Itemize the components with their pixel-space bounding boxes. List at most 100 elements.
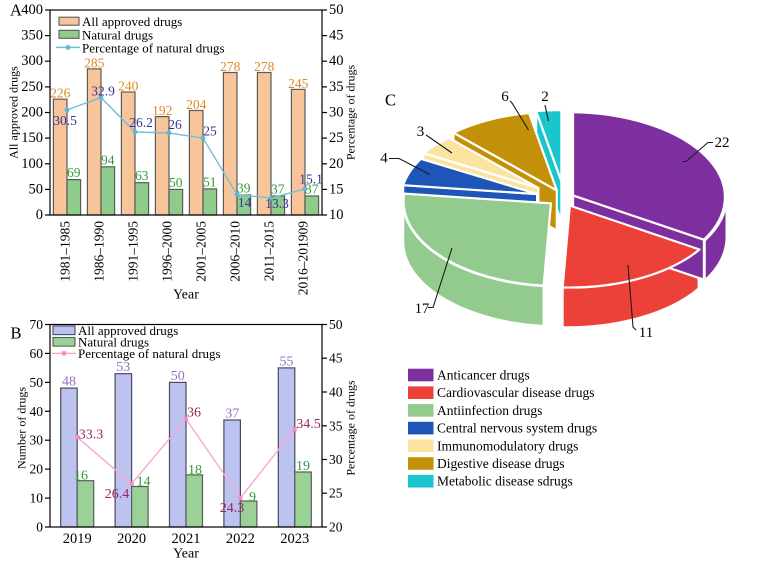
svg-text:25: 25 xyxy=(203,124,217,139)
svg-text:2011–2015: 2011–2015 xyxy=(261,221,276,281)
svg-text:Percentage of natural drugs: Percentage of natural drugs xyxy=(82,40,225,55)
svg-text:Number of drugs: Number of drugs xyxy=(15,387,29,469)
svg-text:250: 250 xyxy=(21,79,43,95)
svg-text:10: 10 xyxy=(329,207,344,223)
svg-text:6: 6 xyxy=(501,89,509,105)
svg-text:All approved drugs: All approved drugs xyxy=(82,14,182,29)
svg-text:9: 9 xyxy=(249,490,256,505)
svg-text:15: 15 xyxy=(329,181,344,197)
svg-text:300: 300 xyxy=(21,53,43,69)
svg-text:192: 192 xyxy=(152,103,172,118)
svg-text:Central nervous system drugs: Central nervous system drugs xyxy=(437,421,597,436)
svg-text:50: 50 xyxy=(329,317,343,332)
svg-text:Natural drugs: Natural drugs xyxy=(82,27,153,42)
svg-text:30: 30 xyxy=(329,452,343,467)
svg-text:18: 18 xyxy=(188,463,202,478)
svg-text:2021: 2021 xyxy=(172,531,201,547)
svg-text:40: 40 xyxy=(30,404,44,419)
svg-text:30.5: 30.5 xyxy=(53,113,77,128)
svg-text:2: 2 xyxy=(541,89,549,105)
svg-text:30: 30 xyxy=(30,433,44,448)
svg-text:Digestive disease drugs: Digestive disease drugs xyxy=(437,456,564,471)
svg-text:1981–1985: 1981–1985 xyxy=(57,221,72,282)
svg-text:2001–2005: 2001–2005 xyxy=(193,221,208,282)
svg-text:50: 50 xyxy=(329,2,344,18)
svg-text:1996–2000: 1996–2000 xyxy=(159,221,174,282)
svg-text:All approved drugs: All approved drugs xyxy=(78,323,178,338)
svg-text:400: 400 xyxy=(21,2,43,18)
svg-text:15.1: 15.1 xyxy=(299,172,323,187)
svg-text:24.3: 24.3 xyxy=(220,501,245,516)
svg-text:50: 50 xyxy=(169,175,183,190)
svg-text:150: 150 xyxy=(21,130,43,146)
svg-text:36: 36 xyxy=(187,406,201,421)
svg-text:11: 11 xyxy=(639,325,653,341)
svg-text:0: 0 xyxy=(36,520,43,535)
svg-text:26.2: 26.2 xyxy=(129,115,153,130)
svg-text:69: 69 xyxy=(67,165,81,180)
svg-text:35: 35 xyxy=(329,418,343,433)
svg-text:26: 26 xyxy=(168,117,182,132)
svg-text:39: 39 xyxy=(237,181,251,196)
svg-text:278: 278 xyxy=(254,59,275,74)
svg-text:14: 14 xyxy=(238,195,252,210)
svg-text:33.3: 33.3 xyxy=(79,428,104,443)
svg-text:Cardiovascular disease drugs: Cardiovascular disease drugs xyxy=(437,385,594,400)
svg-text:70: 70 xyxy=(30,317,44,332)
svg-text:Year: Year xyxy=(173,547,199,562)
svg-text:40: 40 xyxy=(329,53,344,69)
svg-text:2006–2010: 2006–2010 xyxy=(227,221,242,282)
svg-text:278: 278 xyxy=(220,59,241,74)
svg-text:45: 45 xyxy=(329,351,343,366)
svg-text:350: 350 xyxy=(21,28,43,44)
svg-text:245: 245 xyxy=(288,76,309,91)
svg-text:C: C xyxy=(385,91,396,110)
svg-text:32.9: 32.9 xyxy=(91,84,115,99)
svg-text:Immunomodulatory drugs: Immunomodulatory drugs xyxy=(437,438,578,453)
svg-text:45: 45 xyxy=(329,28,344,44)
svg-text:34.5: 34.5 xyxy=(296,417,321,432)
svg-text:20: 20 xyxy=(329,520,343,535)
svg-text:Metabolic disease sdrugs: Metabolic disease sdrugs xyxy=(437,474,573,489)
svg-text:226: 226 xyxy=(50,86,71,101)
svg-text:20: 20 xyxy=(329,156,344,172)
svg-text:2016–201909: 2016–201909 xyxy=(295,221,310,296)
svg-text:30: 30 xyxy=(329,105,344,121)
svg-text:50: 50 xyxy=(171,369,185,384)
svg-text:40: 40 xyxy=(329,385,343,400)
svg-text:63: 63 xyxy=(135,168,149,183)
svg-text:Natural drugs: Natural drugs xyxy=(78,334,149,349)
svg-text:53: 53 xyxy=(116,360,130,375)
svg-text:Percentage of drugs: Percentage of drugs xyxy=(344,65,358,161)
svg-text:204: 204 xyxy=(186,97,207,112)
svg-text:3: 3 xyxy=(417,124,425,140)
svg-text:13.3: 13.3 xyxy=(265,196,289,211)
svg-text:2020: 2020 xyxy=(117,531,146,547)
svg-text:50: 50 xyxy=(29,181,44,197)
svg-text:48: 48 xyxy=(62,375,76,390)
svg-text:A: A xyxy=(10,1,22,20)
svg-text:20: 20 xyxy=(30,462,44,477)
svg-text:22: 22 xyxy=(715,135,730,151)
svg-text:55: 55 xyxy=(280,354,294,369)
svg-text:100: 100 xyxy=(21,156,43,172)
svg-text:26.4: 26.4 xyxy=(105,487,130,502)
svg-text:51: 51 xyxy=(203,174,217,189)
svg-text:Percentage of drugs: Percentage of drugs xyxy=(344,380,358,476)
svg-text:37: 37 xyxy=(225,407,239,422)
svg-text:Percentage of natural drugs: Percentage of natural drugs xyxy=(78,346,221,361)
svg-text:All approved drugs: All approved drugs xyxy=(7,66,21,159)
svg-text:1991–1995: 1991–1995 xyxy=(125,221,140,282)
svg-text:17: 17 xyxy=(415,301,430,317)
svg-text:25: 25 xyxy=(329,486,343,501)
svg-text:Anticancer drugs: Anticancer drugs xyxy=(437,368,530,383)
svg-text:1986–1990: 1986–1990 xyxy=(91,221,106,282)
svg-text:10: 10 xyxy=(30,491,44,506)
svg-text:0: 0 xyxy=(36,207,43,223)
svg-text:2022: 2022 xyxy=(226,531,255,547)
svg-text:37: 37 xyxy=(271,182,285,197)
svg-text:Antiinfection drugs: Antiinfection drugs xyxy=(437,403,542,418)
svg-text:94: 94 xyxy=(101,152,115,167)
svg-text:2023: 2023 xyxy=(280,531,309,547)
svg-text:25: 25 xyxy=(329,130,344,146)
